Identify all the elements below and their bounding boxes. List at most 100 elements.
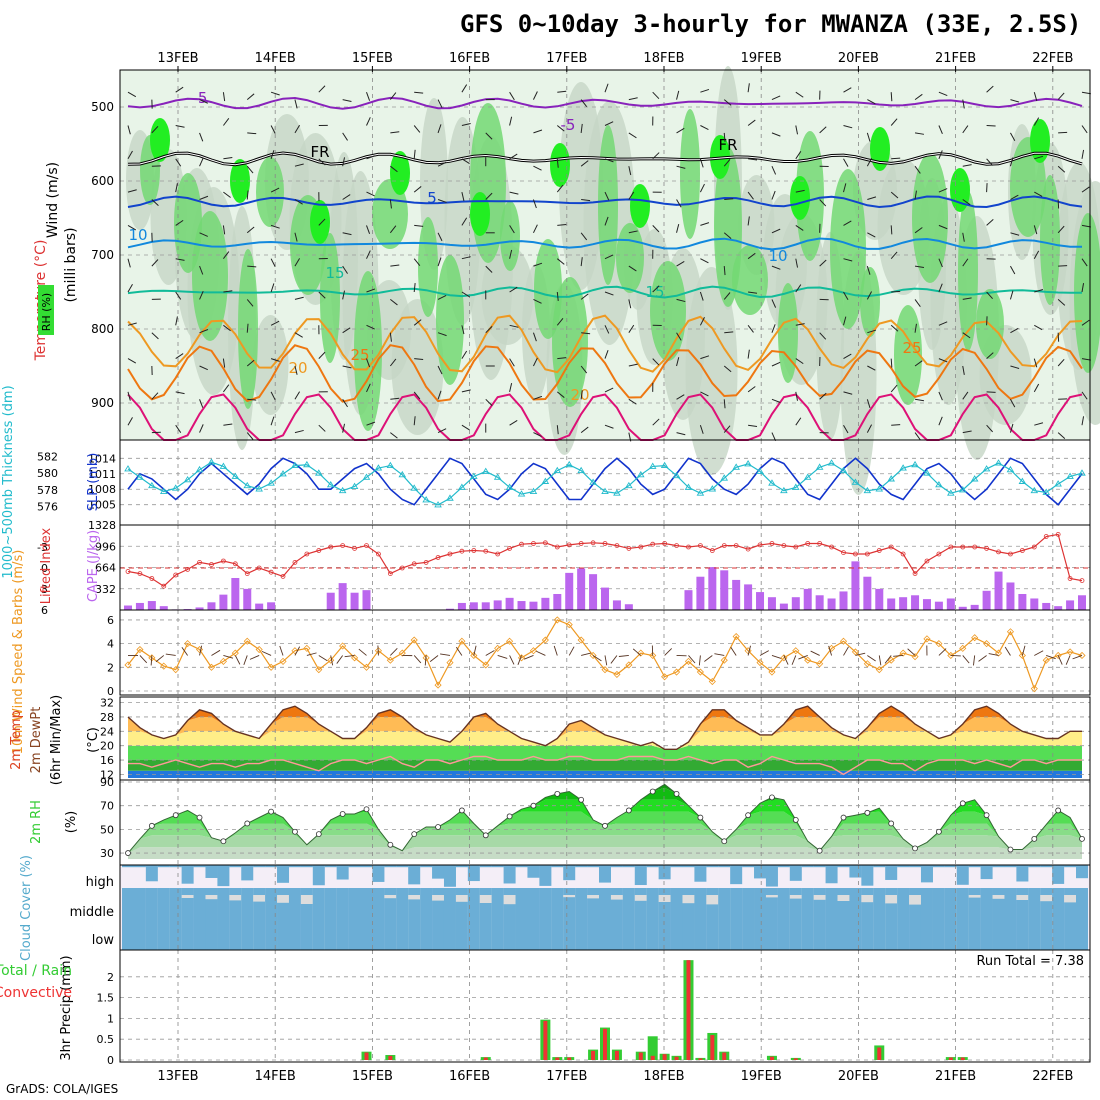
wind-barb (867, 196, 877, 200)
wind-barb (771, 361, 781, 367)
thickness-marker (970, 475, 979, 482)
cloud-high-bar (730, 865, 743, 885)
wind-barb (867, 655, 876, 662)
cloud-gap (837, 895, 850, 901)
wind-speed-marker (553, 616, 561, 624)
wind-barb (294, 124, 301, 134)
cloud-high-bar (909, 865, 922, 868)
cloud-mid-bar (408, 888, 421, 950)
wind-barb (973, 655, 976, 666)
isotherm-label: 15 (645, 283, 664, 301)
wind-tick: 4 (107, 638, 114, 651)
wind-barb (247, 265, 257, 268)
cloud-mid-bar (944, 888, 957, 950)
wind-barb (866, 132, 871, 142)
thickness-line (127, 461, 1083, 506)
isotherm-line (127, 344, 1083, 403)
wind-barb (390, 299, 398, 306)
wind-speed-marker (529, 647, 538, 655)
wind-barb (211, 649, 221, 656)
wind-barb (747, 645, 751, 656)
wind-barb (628, 398, 637, 405)
lifted-index-marker (185, 567, 191, 572)
wind-barb (914, 132, 925, 135)
lifted-index-marker (996, 549, 1001, 555)
thickness-marker (601, 487, 609, 494)
rh-marker (959, 800, 966, 807)
rh-marker (530, 802, 537, 809)
cloud-high-bar (765, 865, 778, 887)
wind-barb (342, 327, 351, 334)
wind-barb (568, 646, 575, 656)
thickness-marker (982, 465, 991, 472)
wind-barb (151, 332, 159, 340)
wind-barb (246, 432, 254, 440)
rh-moist (958, 191, 978, 351)
wind-barb (771, 398, 781, 403)
wind-barb (890, 225, 893, 235)
cloud-mid-bar (801, 888, 814, 950)
thickness-marker (243, 481, 252, 489)
date-label-top: 19FEB (741, 51, 782, 66)
rh-marker (816, 847, 823, 854)
thickness-marker (768, 479, 776, 486)
lifted-index-tick: 0 (41, 562, 48, 575)
cape-bar (1030, 598, 1039, 610)
lifted-index-marker (614, 543, 620, 548)
rh-marker (769, 794, 775, 801)
wind-barb (652, 225, 660, 233)
cloud-high-bar (348, 865, 361, 868)
cloud-high-bar (145, 865, 158, 882)
rh-marker (554, 790, 561, 797)
pressure-tick: 700 (91, 248, 114, 262)
wind-barb (294, 199, 303, 205)
cloud-high-bar (873, 865, 886, 868)
cloud-mid-bar (897, 888, 910, 950)
thickness-marker (947, 489, 955, 496)
wind-barb (699, 158, 704, 168)
axis-label-rh2m: 2m RH (29, 800, 44, 844)
wind-barb (604, 83, 609, 93)
wind-barb (676, 90, 680, 100)
wind-barb (1009, 423, 1014, 433)
lifted-index-marker (686, 544, 691, 550)
cloud-high-bar (968, 865, 981, 868)
wind-barb (556, 184, 564, 193)
thickness-marker (136, 473, 144, 480)
cloud-mid-bar (670, 888, 683, 950)
cloud-mid-bar (324, 888, 337, 950)
rh-marker (1055, 807, 1062, 814)
wind-barb (199, 399, 204, 408)
wind-barb (628, 265, 637, 272)
lifted-index-marker (220, 558, 226, 564)
rh-shade (481, 245, 534, 345)
wind-barb (1081, 149, 1085, 159)
wind-barb (747, 324, 754, 333)
lifted-index-marker (841, 550, 846, 555)
wind-speed-marker (577, 636, 585, 644)
wind-barb (223, 384, 230, 393)
wind-barb (461, 291, 470, 298)
thickness-marker (696, 489, 705, 496)
isotherm-label: 15 (325, 264, 344, 282)
lifted-index-marker (566, 542, 572, 548)
thickness-marker (684, 483, 693, 490)
wind-barb (699, 425, 704, 434)
wind-barb (1081, 258, 1088, 267)
wind-barb (723, 99, 732, 106)
axis-label-rh: RH (%) (40, 293, 53, 331)
cloud-mid-bar (873, 888, 886, 950)
cloud-high-bar (408, 865, 421, 885)
wind-barb (533, 395, 543, 400)
wind-barb (424, 655, 427, 666)
thickness-marker (589, 478, 597, 485)
cloud-high-bar (1064, 865, 1077, 868)
panel-frame (119, 949, 1091, 1063)
wind-barb (914, 398, 925, 402)
lifted-index-marker (173, 572, 179, 578)
precip-convective-bar (698, 1058, 703, 1060)
wind-barb (318, 655, 328, 662)
wind-barb (1046, 655, 1056, 660)
wind-speed-marker (971, 634, 979, 642)
thickness-marker (195, 465, 204, 473)
